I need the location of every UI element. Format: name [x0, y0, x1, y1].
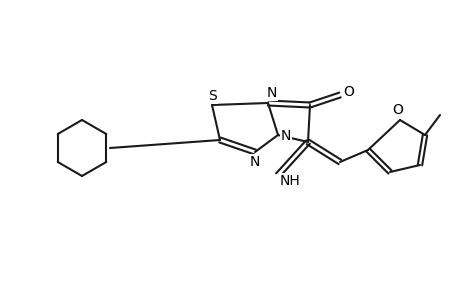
- Text: N: N: [266, 86, 277, 100]
- Text: O: O: [343, 85, 354, 99]
- Text: N: N: [280, 129, 291, 143]
- Text: O: O: [392, 103, 403, 117]
- Text: NH: NH: [279, 174, 300, 188]
- Text: S: S: [208, 89, 217, 103]
- Text: N: N: [249, 155, 260, 169]
